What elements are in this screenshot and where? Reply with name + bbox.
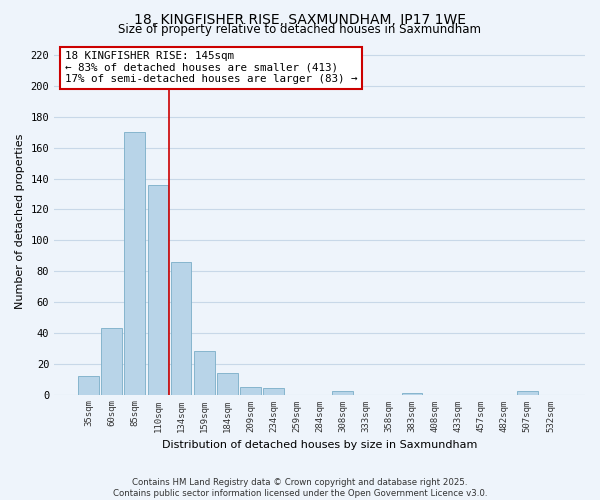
- Bar: [517, 392, 538, 394]
- Text: Contains HM Land Registry data © Crown copyright and database right 2025.
Contai: Contains HM Land Registry data © Crown c…: [113, 478, 487, 498]
- Bar: [332, 392, 353, 394]
- Bar: [240, 387, 261, 394]
- Bar: [101, 328, 122, 394]
- Y-axis label: Number of detached properties: Number of detached properties: [15, 134, 25, 308]
- Bar: [401, 393, 422, 394]
- Bar: [78, 376, 99, 394]
- Bar: [217, 373, 238, 394]
- Bar: [194, 352, 215, 395]
- X-axis label: Distribution of detached houses by size in Saxmundham: Distribution of detached houses by size …: [162, 440, 477, 450]
- Bar: [148, 185, 169, 394]
- Text: Size of property relative to detached houses in Saxmundham: Size of property relative to detached ho…: [119, 22, 482, 36]
- Bar: [170, 262, 191, 394]
- Bar: [124, 132, 145, 394]
- Text: 18, KINGFISHER RISE, SAXMUNDHAM, IP17 1WE: 18, KINGFISHER RISE, SAXMUNDHAM, IP17 1W…: [134, 12, 466, 26]
- Bar: [263, 388, 284, 394]
- Text: 18 KINGFISHER RISE: 145sqm
← 83% of detached houses are smaller (413)
17% of sem: 18 KINGFISHER RISE: 145sqm ← 83% of deta…: [65, 51, 357, 84]
